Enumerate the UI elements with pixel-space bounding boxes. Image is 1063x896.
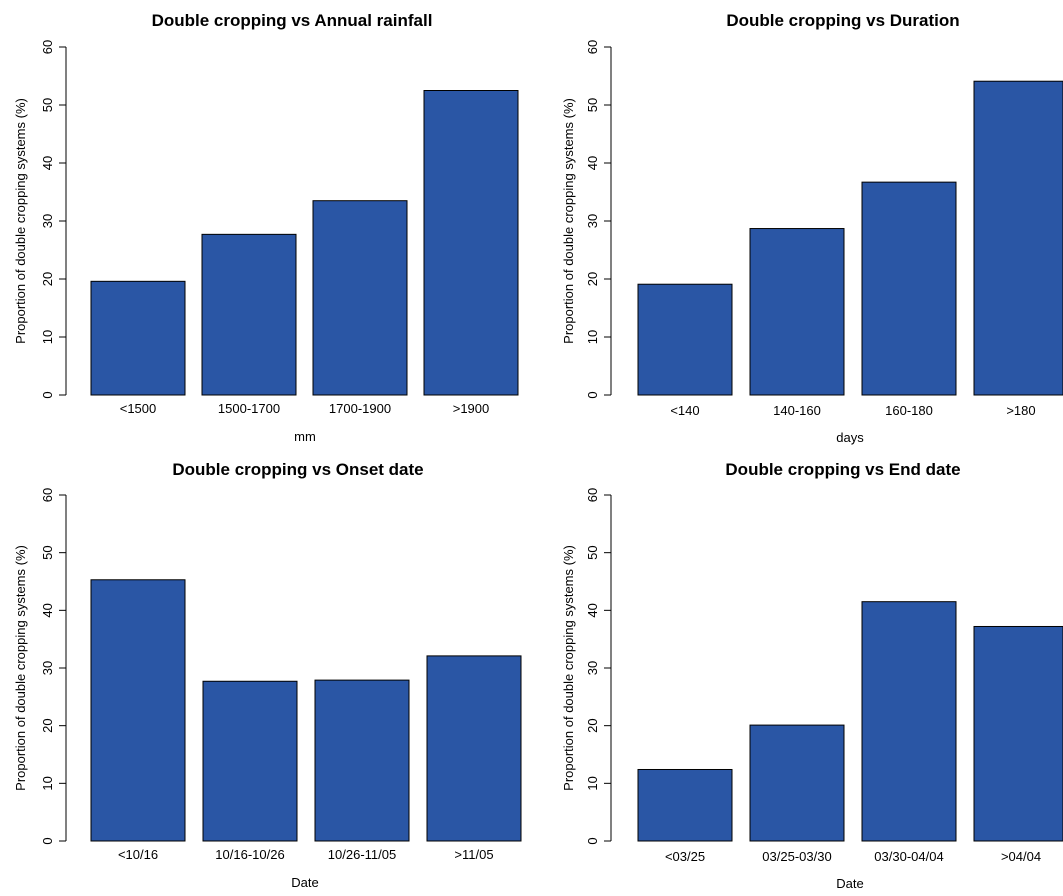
y-axis-label: Proportion of double cropping systems (%…	[13, 98, 28, 344]
bar	[312, 200, 408, 396]
x-tick-label: 160-180	[885, 403, 933, 418]
bar	[423, 90, 519, 396]
y-tick-label: 60	[40, 40, 55, 54]
x-tick-label: <03/25	[665, 849, 705, 864]
bar	[637, 283, 733, 396]
x-tick-label: 1700-1900	[329, 401, 391, 416]
y-tick-label: 60	[585, 40, 600, 54]
y-tick-label: 30	[585, 214, 600, 228]
y-tick-label: 20	[585, 718, 600, 732]
y-tick-label: 60	[40, 488, 55, 502]
bar	[749, 724, 845, 842]
y-tick-label: 10	[585, 330, 600, 344]
y-tick-label: 50	[585, 545, 600, 559]
chart-title: Double cropping vs Duration	[726, 11, 959, 30]
bar	[426, 655, 522, 842]
y-tick-label: 50	[585, 98, 600, 112]
chart-title: Double cropping vs Annual rainfall	[152, 11, 433, 30]
x-tick-label: 10/16-10/26	[215, 847, 284, 862]
x-tick-label: >04/04	[1001, 849, 1041, 864]
y-axis-label: Proportion of double cropping systems (%…	[561, 545, 576, 791]
bar	[861, 181, 957, 396]
y-tick-label: 40	[585, 603, 600, 617]
y-tick-label: 10	[585, 776, 600, 790]
x-axis-label: days	[836, 430, 864, 445]
bar	[973, 625, 1063, 842]
bar	[90, 280, 186, 396]
y-axis-label: Proportion of double cropping systems (%…	[13, 545, 28, 791]
bar	[202, 680, 298, 842]
y-tick-label: 10	[40, 776, 55, 790]
y-tick-label: 40	[40, 603, 55, 617]
x-tick-label: <10/16	[118, 847, 158, 862]
chart-panel-2: Double cropping vs Duration 0 10 20 30 40 50 60…	[561, 11, 1063, 445]
y-tick-label: 0	[585, 837, 600, 844]
y-axis-label: Proportion of double cropping systems (%…	[561, 98, 576, 344]
x-tick-label: <1500	[120, 401, 157, 416]
x-tick-label: >180	[1006, 403, 1035, 418]
y-tick-label: 40	[40, 156, 55, 170]
x-tick-label: 03/30-04/04	[874, 849, 943, 864]
x-tick-label: <140	[670, 403, 699, 418]
y-tick-label: 0	[40, 391, 55, 398]
bar	[90, 579, 186, 842]
y-tick-label: 30	[40, 214, 55, 228]
x-axis-label: Date	[836, 876, 863, 891]
bar	[973, 80, 1063, 396]
y-tick-label: 50	[40, 545, 55, 559]
x-tick-label: 140-160	[773, 403, 821, 418]
bar	[201, 233, 297, 396]
y-tick-label: 20	[40, 718, 55, 732]
x-axis-label: Date	[291, 875, 318, 890]
y-tick-label: 30	[585, 661, 600, 675]
chart-panel-1: Double cropping vs Annual rainfall 0 10 20 3…	[13, 11, 519, 444]
x-tick-label: 1500-1700	[218, 401, 280, 416]
bar	[861, 601, 957, 842]
x-tick-label: 03/25-03/30	[762, 849, 831, 864]
y-tick-label: 0	[40, 837, 55, 844]
y-tick-label: 40	[585, 156, 600, 170]
y-tick-label: 20	[585, 272, 600, 286]
chart-title: Double cropping vs End date	[725, 460, 960, 479]
y-tick-label: 60	[585, 488, 600, 502]
y-tick-label: 50	[40, 98, 55, 112]
chart-panel-4: Double cropping vs End date 0 10 20 30 40 50 60…	[561, 460, 1063, 891]
x-axis-label: mm	[294, 429, 316, 444]
bar	[314, 679, 410, 842]
x-tick-label: 10/26-11/05	[328, 847, 396, 862]
x-tick-label: >1900	[453, 401, 490, 416]
bar	[637, 768, 733, 842]
chart-panel-3: Double cropping vs Onset date 0 10 20 30 40 50…	[13, 460, 522, 890]
y-tick-label: 0	[585, 391, 600, 398]
bar	[749, 228, 845, 396]
y-tick-label: 20	[40, 272, 55, 286]
y-tick-label: 10	[40, 330, 55, 344]
y-tick-label: 30	[40, 661, 55, 675]
chart-title: Double cropping vs Onset date	[172, 460, 423, 479]
x-tick-label: >11/05	[454, 847, 493, 862]
